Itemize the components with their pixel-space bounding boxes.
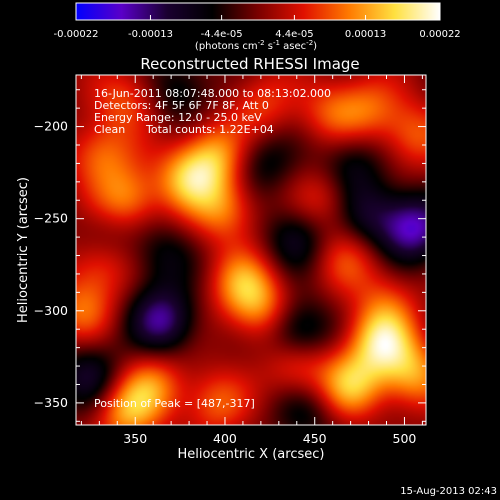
x-tick-label: 500	[393, 431, 417, 446]
colorbar-bar	[75, 2, 441, 21]
x-axis-title: Heliocentric X (arcsec)	[178, 447, 325, 462]
info-annotations: 16-Jun-2011 08:07:48.000 to 08:13:02.000…	[94, 87, 331, 410]
colorbar-tick-label: 0.00013	[345, 29, 386, 40]
info-clean-method: Clean	[94, 123, 125, 136]
info-time-range: 16-Jun-2011 08:07:48.000 to 08:13:02.000	[94, 87, 331, 100]
chart-title: Reconstructed RHESSI Image	[140, 55, 359, 73]
x-tick-label: 350	[123, 431, 147, 446]
info-detectors: Detectors: 4F 5F 6F 7F 8F, Att 0	[94, 99, 269, 112]
colorbar-tick-label: 0.00022	[419, 29, 460, 40]
x-tick-label: 400	[213, 431, 237, 446]
colorbar-tick-label: 4.4e-05	[275, 29, 313, 40]
y-tick-label: −350	[34, 395, 68, 410]
plot-frame	[75, 74, 427, 426]
colorbar-unit-label: (photons cm-2 s-1 asec-2)	[195, 39, 317, 52]
colorbar-ticks: -0.00022 -0.00013 -4.4e-05 4.4e-05 0.00013 0.…	[54, 15, 461, 40]
info-energy-range: Energy Range: 12.0 - 25.0 keV	[94, 111, 262, 124]
peak-position: Position of Peak = [487,-317]	[94, 397, 255, 410]
colorbar: -0.00022 -0.00013 -4.4e-05 4.4e-05 0.00013 0.…	[54, 2, 461, 52]
y-tick-label: −200	[34, 119, 68, 134]
info-total-counts: Total counts: 1.22E+04	[145, 123, 274, 136]
x-tick-label: 450	[303, 431, 327, 446]
y-tick-label: −250	[34, 211, 68, 226]
heatmap-image	[76, 75, 426, 425]
colorbar-tick-label: -0.00022	[54, 29, 99, 40]
heatmap-area	[76, 75, 426, 425]
footer-date: 15-Aug-2013 02:43	[400, 486, 497, 497]
axis-ticks: 350 400 450 500 −350 −300 −250 −200	[34, 75, 426, 446]
colorbar-tick-label: -0.00013	[128, 29, 173, 40]
y-axis-title: Heliocentric Y (arcsec)	[16, 177, 31, 323]
colorbar-tick-label: -4.4e-05	[201, 29, 243, 40]
y-tick-label: −300	[34, 303, 68, 318]
